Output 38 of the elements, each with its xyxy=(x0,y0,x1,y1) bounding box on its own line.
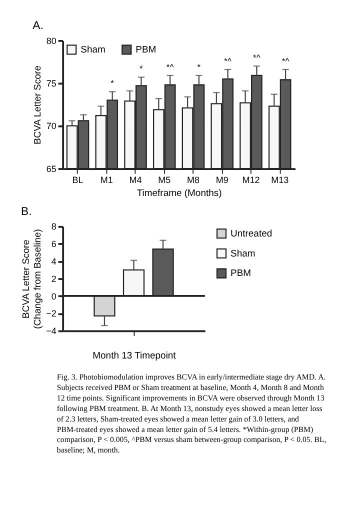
chart-title: B. xyxy=(21,206,32,218)
legend-label: Sham xyxy=(230,248,256,260)
x-tick-label: M8 xyxy=(187,175,200,186)
x-tick-label: M13 xyxy=(271,175,289,186)
data-label: *^ xyxy=(166,62,174,72)
legend-label: Untreated xyxy=(230,228,272,240)
data-label: * xyxy=(140,63,144,74)
y-tick-label: 8 xyxy=(51,222,56,232)
caption: Fig. 3. Photobiomodulation improves BCVA in early/intermediate stage dry AMD. A. Subjects received PBM or Sham treatment at baseline, Month 4, Month 8 and Month 12 time points. Significant improvements in BCVA were observed through Month 13 following PBM treatment. B. At Month 13, nonstudy eyes showed a mean letter loss of 2.3 letters, Sham-treated eyes showed a mean letter gain of 3.0 letters, and PBM-treated eyes showed a mean letter gain of 5.4 letters. *Within-group (PBM) comparison, P < 0.005, ^PBM versus sham between-group comparison, P < 0.05. BL, baseline; M, month. xyxy=(56,372,326,455)
y-tick-label: 75 xyxy=(46,78,56,88)
legend-label: PBM xyxy=(136,44,156,56)
x-tick-label: M1 xyxy=(100,175,113,186)
y-tick-label: −4 xyxy=(46,326,56,336)
legend-label: Sham xyxy=(80,44,106,56)
data-label: *^ xyxy=(282,56,290,66)
chart-title: A. xyxy=(32,20,44,32)
y-tick-label: 65 xyxy=(46,164,56,174)
y-axis-title: BCVA Letter Score (Change from Baseline) xyxy=(21,229,44,330)
data-label: * xyxy=(110,78,115,88)
data-label: *^ xyxy=(253,52,260,62)
x-tick-label: M4 xyxy=(129,175,142,186)
x-tick-label: M5 xyxy=(158,175,171,186)
y-tick-label: 2 xyxy=(51,274,56,284)
x-tick-label: M12 xyxy=(242,175,260,186)
y-tick-label: 0 xyxy=(51,291,56,302)
y-tick-label: 80 xyxy=(46,36,56,46)
legend-label: PBM xyxy=(230,268,252,280)
data-label: *^ xyxy=(224,56,232,66)
x-tick-label: BL xyxy=(72,175,84,186)
x-axis-title: Timeframe (Months) xyxy=(136,188,222,200)
y-tick-label: 6 xyxy=(51,239,56,250)
y-axis-title: BCVA Letter Score xyxy=(32,66,44,144)
x-tick-label: M9 xyxy=(216,175,228,186)
x-axis-title: Month 13 Timepoint xyxy=(92,350,176,362)
y-tick-label: 70 xyxy=(46,121,56,132)
y-tick-label: −2 xyxy=(46,308,56,319)
data-label: * xyxy=(197,62,202,72)
y-tick-label: 4 xyxy=(51,256,56,267)
